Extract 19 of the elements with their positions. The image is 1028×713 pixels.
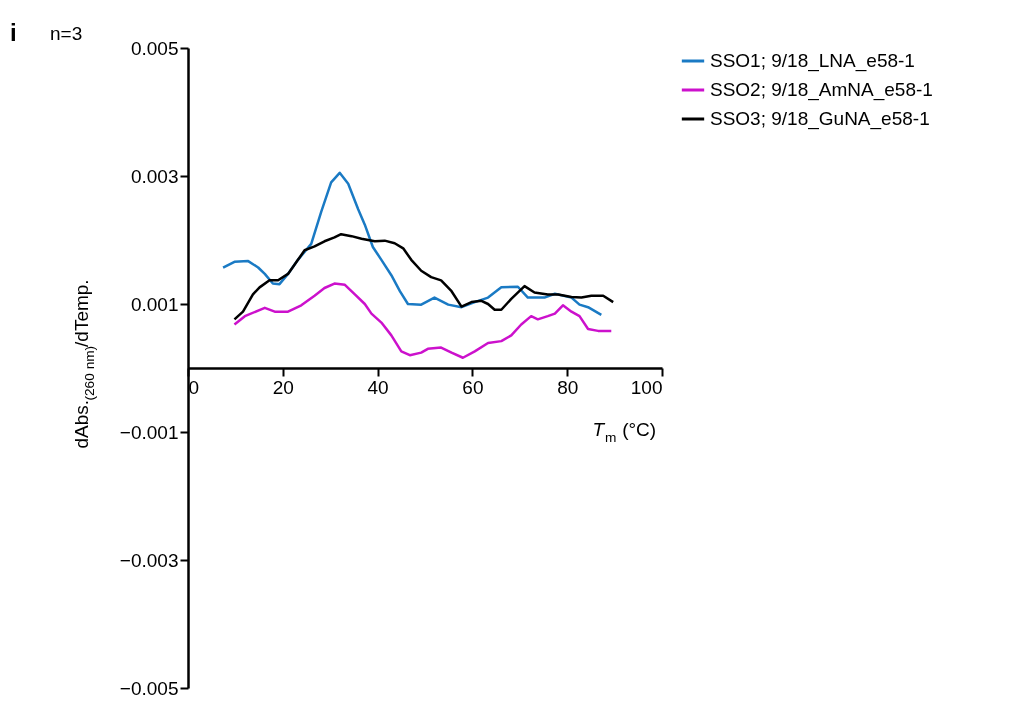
x-tick-label: 20 bbox=[272, 376, 294, 398]
y-tick-label: −0.001 bbox=[119, 421, 179, 443]
legend-label: SSO2; 9/18_AmNA_e58-1 bbox=[710, 79, 933, 101]
y-axis-title: dAbs.(260 nm)/dTemp. bbox=[71, 279, 97, 449]
text: i bbox=[10, 19, 17, 46]
y-tick-label: 0.001 bbox=[130, 293, 179, 315]
line-series bbox=[233, 232, 615, 321]
x-tick-label: 100 bbox=[630, 376, 663, 398]
y-tick-label: −0.005 bbox=[119, 677, 179, 699]
y-tick-label: 0.005 bbox=[130, 37, 179, 59]
x-tick-label: 60 bbox=[462, 376, 484, 398]
x-tick-label: 80 bbox=[557, 376, 579, 398]
line-series bbox=[233, 282, 613, 360]
legend-label: SSO3; 9/18_GuNA_e58-1 bbox=[710, 108, 930, 130]
y-tick-label: −0.003 bbox=[119, 549, 179, 571]
x-tick-label: 40 bbox=[367, 376, 389, 398]
legend-label: SSO1; 9/18_LNA_e58-1 bbox=[710, 50, 915, 72]
y-tick-label: 0.003 bbox=[130, 165, 179, 187]
text: n=3 bbox=[50, 23, 83, 44]
